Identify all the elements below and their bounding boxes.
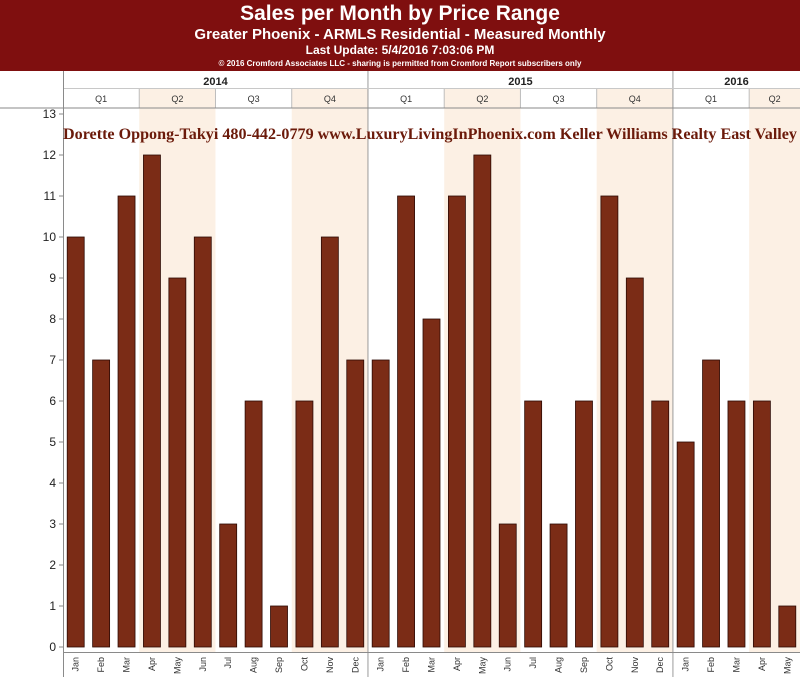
month-label: Jan: [71, 657, 81, 672]
y-tick-label: 13: [43, 107, 57, 121]
bars: [63, 154, 800, 653]
year-label: 2014: [203, 76, 228, 88]
bar: [346, 359, 365, 648]
quarter-label: Q1: [400, 94, 412, 104]
month-label: Oct: [299, 657, 309, 672]
bar: [66, 236, 85, 648]
month-label: May: [477, 657, 487, 675]
chart-subtitle: Greater Phoenix - ARMLS Residential - Me…: [194, 26, 606, 43]
quarter-shading: [139, 89, 800, 652]
month-label: Dec: [350, 657, 360, 674]
bar: [422, 318, 441, 648]
quarter-label: Q3: [248, 94, 260, 104]
month-label: Oct: [604, 657, 614, 672]
bar: [320, 236, 339, 648]
month-labels: Jan Feb Mar Apr May Jun Jul Aug Sep Oct Nov Dec Jan F…: [71, 657, 793, 675]
bar: [143, 154, 161, 648]
bar: [117, 195, 136, 648]
month-label: May: [172, 657, 182, 675]
quarter-label: Q1: [705, 94, 717, 104]
year-label: 2015: [508, 76, 532, 88]
month-label: Nov: [325, 657, 335, 674]
bar: [651, 400, 670, 648]
last-update-text: Last Update: 5/4/2016 7:03:06 PM: [305, 43, 495, 57]
bar: [498, 523, 517, 648]
y-tick-label: 7: [49, 353, 56, 367]
month-label: Mar: [427, 657, 437, 673]
bar: [575, 400, 593, 648]
bar: [193, 236, 212, 648]
bar: [473, 154, 492, 648]
watermark-text: Dorette Oppong-Takyi 480-442-0779 www.Lu…: [63, 126, 797, 143]
bar: [270, 605, 288, 648]
quarter-label: Q2: [476, 94, 488, 104]
month-label: Apr: [147, 657, 157, 671]
month-label: Sep: [274, 657, 284, 673]
y-tick-label: 5: [49, 435, 56, 449]
y-tick-label: 0: [49, 640, 56, 654]
bar: [371, 359, 390, 648]
y-tick-label: 12: [43, 148, 57, 162]
y-tick-label: 3: [49, 517, 56, 531]
quarter-label: Q4: [324, 94, 336, 104]
month-label: Dec: [655, 657, 665, 674]
bar: [752, 400, 771, 648]
quarter-label: Q3: [553, 94, 565, 104]
month-label: Mar: [122, 657, 132, 673]
y-tick-label: 11: [44, 189, 57, 203]
month-label: Apr: [757, 657, 767, 671]
y-tick-label: 1: [49, 599, 56, 613]
month-label: Jul: [223, 657, 233, 669]
title-banner: Sales per Month by Price Range Greater P…: [0, 0, 800, 71]
month-label: Mar: [731, 657, 741, 673]
month-label: Jan: [681, 657, 691, 672]
bar: [676, 441, 695, 648]
year-label: 2016: [724, 76, 748, 88]
y-tick-label: 8: [49, 312, 56, 326]
y-tick-label: 9: [49, 271, 56, 285]
bar: [397, 195, 415, 648]
month-label: Jan: [376, 657, 386, 672]
month-label: Apr: [452, 657, 462, 671]
chart-title: Sales per Month by Price Range: [240, 2, 560, 25]
bar: [600, 195, 619, 648]
bar: [219, 523, 238, 648]
month-label: Jun: [198, 657, 208, 672]
bar: [92, 359, 111, 648]
quarter-label: Q1: [95, 94, 107, 104]
copyright-notice: © 2016 Cromford Associates LLC - sharing…: [218, 59, 582, 68]
quarter-label: Q2: [769, 94, 781, 104]
bar: [727, 400, 746, 648]
bar: [549, 523, 568, 648]
month-label: Jul: [528, 657, 538, 669]
bar: [524, 400, 543, 648]
bar: [625, 277, 644, 648]
y-tick-label: 2: [49, 558, 56, 572]
month-label: Sep: [579, 657, 589, 673]
bar: [168, 277, 187, 648]
bar: [244, 400, 263, 648]
month-label: Feb: [96, 657, 106, 673]
quarter-label: Q4: [629, 94, 641, 104]
bar: [702, 359, 720, 648]
month-label: Aug: [554, 657, 564, 673]
month-label: Jun: [503, 657, 513, 672]
bar: [295, 400, 314, 648]
month-label: Aug: [249, 657, 259, 673]
quarter-label: Q2: [171, 94, 183, 104]
y-tick-label: 6: [49, 394, 56, 408]
month-label: Nov: [630, 657, 640, 674]
y-tick-label: 4: [49, 476, 56, 490]
month-label: May: [782, 657, 792, 675]
month-label: Feb: [706, 657, 716, 673]
bar: [448, 195, 466, 648]
bar: [778, 605, 797, 648]
month-label: Feb: [401, 657, 411, 673]
y-tick-label: 10: [43, 230, 57, 244]
